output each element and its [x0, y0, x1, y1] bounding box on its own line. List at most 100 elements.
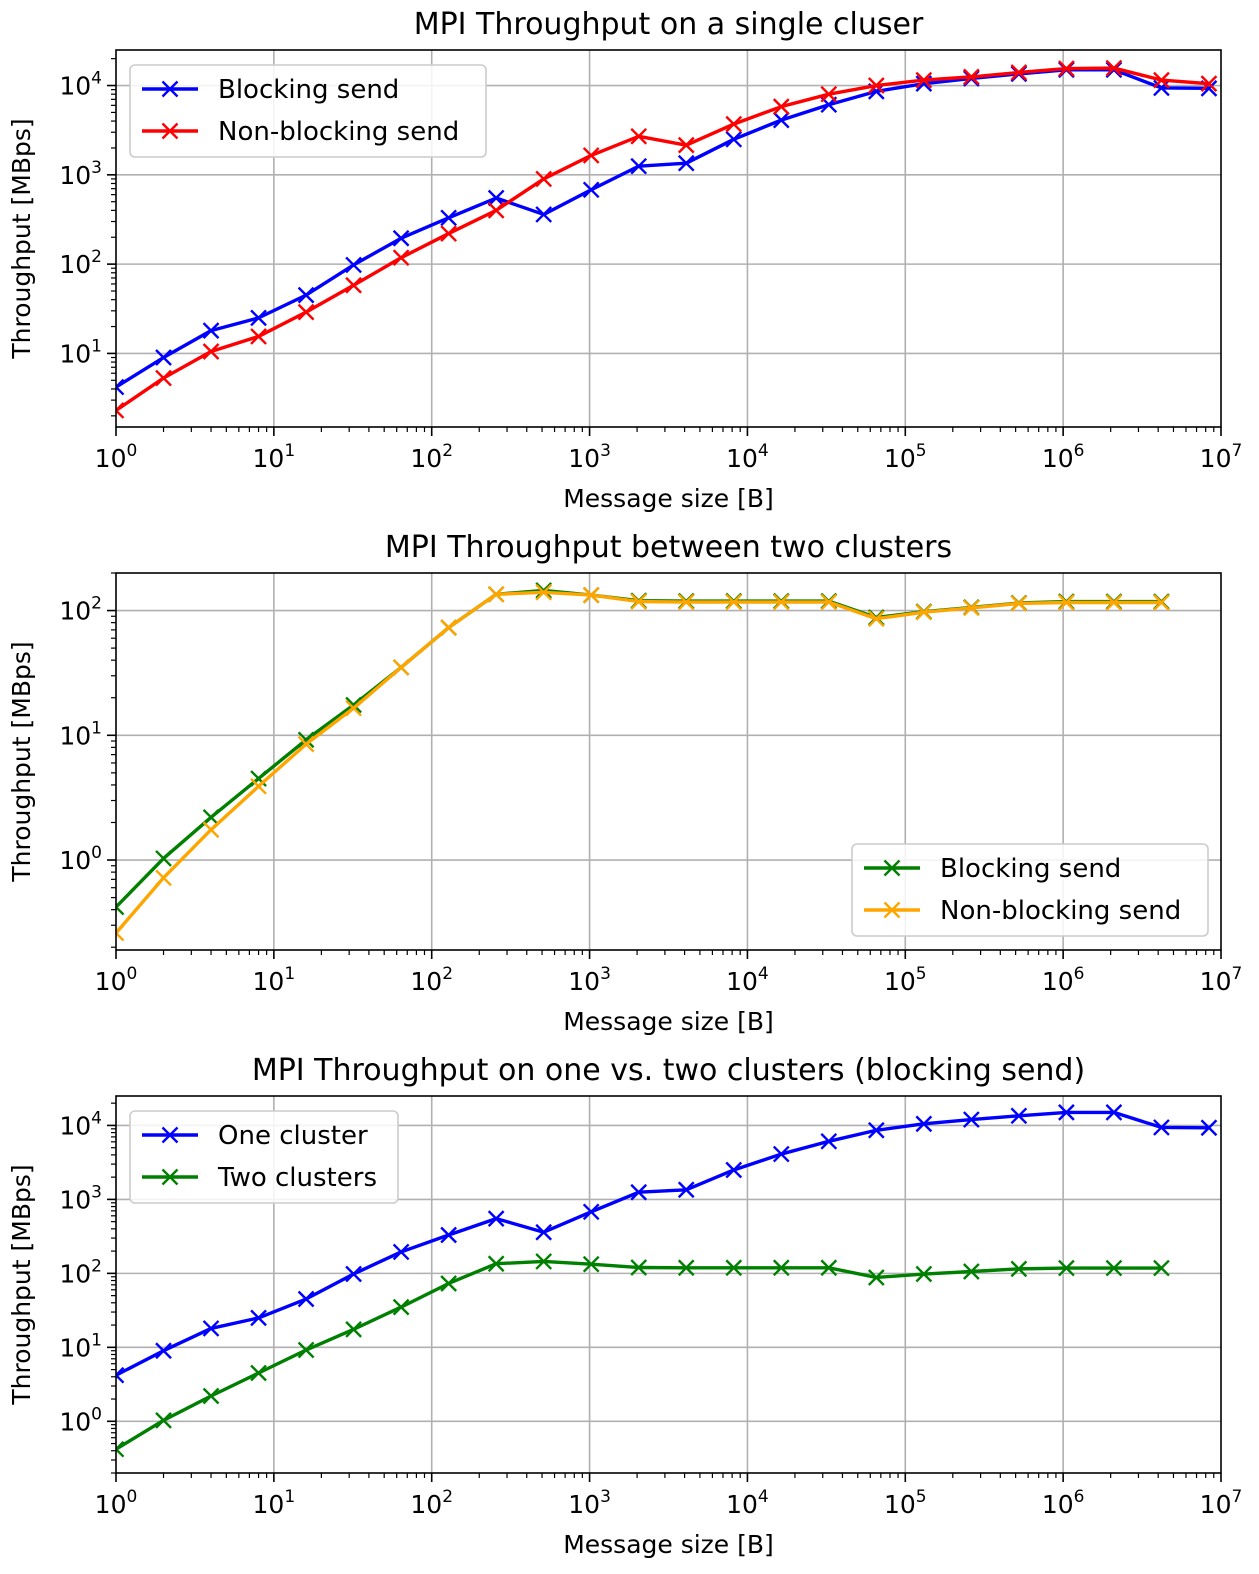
data-point-marker [867, 77, 885, 94]
data-point-marker [116, 1440, 125, 1458]
data-point-marker [297, 1290, 315, 1308]
data-point-marker [1010, 595, 1028, 612]
data-point-marker [297, 303, 315, 321]
legend-label: One cluster [218, 1121, 368, 1151]
data-point-marker [1058, 1104, 1075, 1121]
y-axis-ticks: 101 102 103 104 [59, 69, 116, 368]
data-point-marker [155, 869, 172, 887]
data-point-marker [1058, 60, 1075, 77]
data-point-marker [1153, 79, 1170, 97]
chart-panel-3: MPI Throughput on one vs. two clusters (… [7, 1053, 1242, 1559]
data-point-marker [202, 343, 220, 360]
data-point-marker [116, 1366, 125, 1384]
chart-title: MPI Throughput on one vs. two clusters (… [252, 1053, 1085, 1088]
data-point-marker [677, 136, 695, 154]
data-point-marker [345, 1321, 362, 1338]
data-point-marker [1105, 1104, 1123, 1121]
data-point-marker [1058, 1259, 1075, 1277]
data-point-marker [582, 181, 600, 199]
data-point-marker [1153, 1259, 1170, 1277]
y-tick-label: 103 [59, 1182, 102, 1214]
data-point-marker [155, 1342, 172, 1360]
data-point-marker [535, 206, 553, 223]
data-point-marker [535, 582, 553, 599]
data-point-marker [772, 1259, 790, 1277]
data-point-marker [1010, 1107, 1028, 1125]
x-tick-label: 107 [1200, 1487, 1243, 1519]
legend-item: Non-blocking send [142, 117, 459, 147]
legend-label: Non-blocking send [218, 117, 459, 147]
x-tick-label: 102 [410, 441, 453, 473]
data-point-marker [1105, 61, 1123, 79]
axes-frame [115, 572, 1222, 951]
minor-ticks [111, 58, 1215, 432]
data-point-marker [440, 209, 457, 227]
legend-label: Non-blocking send [940, 896, 1181, 926]
data-point-marker [630, 1259, 648, 1276]
data-point-marker [440, 225, 457, 242]
gridlines [116, 50, 1221, 427]
x-tick-label: 106 [1042, 441, 1085, 473]
data-point-marker [116, 402, 125, 419]
data-point-marker [535, 583, 553, 601]
data-point-marker [535, 1223, 553, 1241]
x-tick-label: 106 [1042, 1487, 1085, 1519]
gridlines [116, 1096, 1221, 1473]
legend-item: Blocking send [864, 854, 1121, 884]
data-point-marker [440, 619, 457, 636]
data-point-marker [1153, 71, 1170, 89]
data-point-marker [963, 68, 980, 86]
data-point-marker [630, 1183, 648, 1201]
legend-marker [883, 901, 901, 919]
data-point-marker [297, 1341, 315, 1359]
series-non-blocking-send [116, 583, 1170, 942]
data-point-marker [155, 1412, 172, 1429]
series-two-clusters [116, 1253, 1170, 1458]
y-tick-label: 101 [59, 336, 102, 368]
x-tick-label: 102 [410, 1487, 453, 1519]
data-point-marker [116, 924, 125, 942]
data-point-marker [772, 111, 790, 129]
data-point-marker [1153, 594, 1170, 611]
data-point-marker [202, 808, 220, 826]
x-tick-label: 101 [253, 964, 296, 996]
legend-marker [161, 1126, 179, 1144]
data-point-marker [867, 610, 885, 628]
x-axis-label: Message size [B] [563, 1530, 774, 1559]
data-point-marker [202, 1320, 220, 1337]
x-tick-label: 107 [1200, 964, 1243, 996]
legend-label: Blocking send [218, 75, 399, 105]
x-tick-label: 100 [95, 964, 138, 996]
data-point-marker [202, 322, 220, 339]
legend-marker [161, 122, 179, 140]
data-point-marker [1105, 59, 1123, 77]
x-tick-label: 101 [253, 441, 296, 473]
x-axis-ticks: 100 101 102 103 104 105 106 107 [95, 1473, 1243, 1519]
data-point-marker [963, 1111, 980, 1128]
data-point-marker [630, 157, 648, 175]
data-point-marker [535, 170, 553, 188]
data-point-marker [202, 1387, 220, 1405]
data-point-marker [535, 1253, 553, 1270]
data-point-marker [345, 699, 362, 717]
y-tick-label: 102 [59, 247, 102, 279]
legend: Blocking send Non-blocking send [851, 843, 1209, 937]
data-point-marker [582, 1203, 600, 1221]
y-tick-label: 100 [59, 843, 102, 875]
plot-area [116, 1104, 1218, 1458]
data-point-marker [1105, 1259, 1123, 1277]
y-tick-label: 102 [59, 594, 102, 626]
data-point-marker [487, 1210, 505, 1227]
y-axis-ticks: 100 101 102 [59, 594, 116, 875]
data-point-marker [820, 1132, 838, 1150]
data-point-marker [963, 1263, 980, 1280]
x-tick-label: 106 [1042, 964, 1085, 996]
chart-title: MPI Throughput between two clusters [385, 530, 952, 565]
legend: Blocking send Non-blocking send [129, 64, 487, 158]
x-axis-ticks: 100 101 102 103 104 105 106 107 [95, 427, 1242, 473]
x-tick-label: 104 [726, 441, 769, 473]
data-point-marker [440, 1226, 457, 1244]
legend-label: Blocking send [940, 854, 1121, 884]
data-point-marker [820, 1259, 838, 1277]
